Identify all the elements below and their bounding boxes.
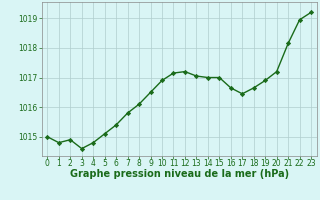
X-axis label: Graphe pression niveau de la mer (hPa): Graphe pression niveau de la mer (hPa) bbox=[70, 169, 289, 179]
